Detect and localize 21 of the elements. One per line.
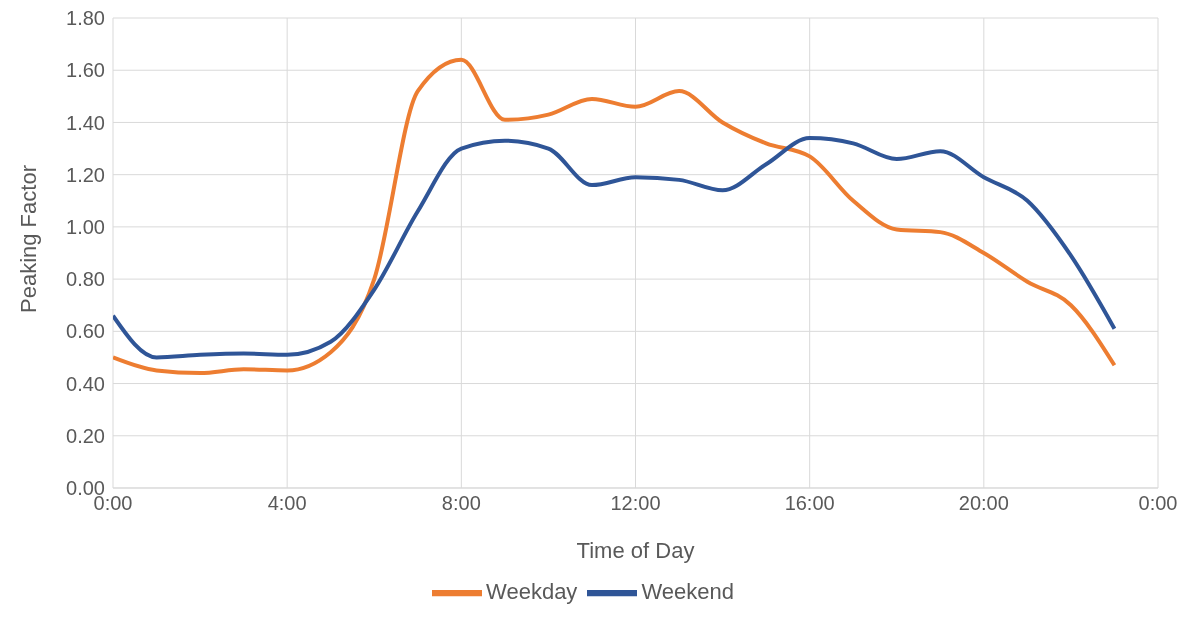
x-axis-title: Time of Day [576, 538, 695, 563]
line-series [113, 57, 1117, 376]
x-tick-label: 4:00 [267, 492, 307, 515]
y-tick-label: 0.40 [66, 372, 105, 395]
line-series [113, 136, 1117, 360]
x-tick-label: 0:00 [1138, 492, 1178, 515]
y-axis-title: Peaking Factor [15, 165, 41, 313]
x-tick-label: 16:00 [784, 492, 835, 515]
x-tick-label: 12:00 [610, 492, 661, 515]
x-tick-label: 8:00 [441, 492, 481, 515]
y-tick-label: 1.00 [66, 215, 105, 238]
y-tick-label: 0.80 [66, 268, 105, 291]
y-tick-label: 1.60 [66, 59, 105, 82]
y-tick-label: 0.60 [66, 320, 105, 343]
y-tick-label: 0.20 [66, 424, 105, 447]
y-tick-label: 1.40 [66, 111, 105, 134]
y-tick-label: 1.80 [66, 7, 105, 30]
legend-label: Weekend [641, 578, 734, 604]
legend-label: Weekday [486, 578, 578, 604]
x-tick-label: 20:00 [958, 492, 1009, 515]
y-tick-label: 1.20 [66, 163, 105, 186]
